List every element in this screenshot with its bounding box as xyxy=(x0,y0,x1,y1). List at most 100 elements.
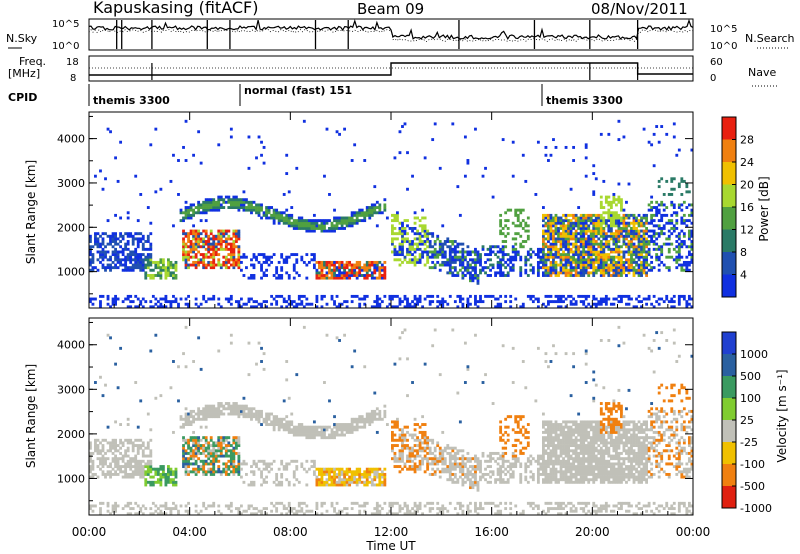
velocity-cell xyxy=(360,472,364,476)
velocity-cell xyxy=(355,420,359,424)
power-cell xyxy=(599,195,603,199)
velocity-cell xyxy=(192,430,195,434)
velocity-cell xyxy=(265,507,268,511)
velocity-cell xyxy=(182,444,185,448)
velocity-cell xyxy=(164,472,168,476)
velocity-cell xyxy=(413,465,417,469)
power-cell xyxy=(597,245,601,249)
power-cell xyxy=(209,255,213,259)
velocity-cell xyxy=(207,409,211,413)
power-cell xyxy=(207,255,211,259)
power-cell xyxy=(197,245,201,249)
power-cell xyxy=(569,274,573,277)
power-cell xyxy=(511,221,515,225)
power-cell xyxy=(602,253,606,257)
power-cell xyxy=(536,140,540,144)
power-cell xyxy=(547,159,550,162)
power-cell xyxy=(187,253,190,257)
power-cell xyxy=(214,206,218,209)
power-cell xyxy=(670,200,674,204)
power-cell xyxy=(451,242,455,246)
velocity-cell xyxy=(315,467,319,471)
power-cell xyxy=(360,297,364,301)
power-cell xyxy=(408,305,412,308)
power-cell xyxy=(617,260,621,264)
power-cell xyxy=(680,266,684,270)
power-cell xyxy=(320,219,324,223)
power-cell xyxy=(577,250,581,254)
velocity-cell xyxy=(408,467,412,471)
power-cell xyxy=(552,216,555,220)
power-cell xyxy=(330,268,334,272)
velocity-cell xyxy=(217,467,221,471)
power-cell xyxy=(401,226,404,230)
power-cell xyxy=(682,234,686,238)
power-cell xyxy=(370,305,374,308)
power-cell xyxy=(250,200,253,204)
power-cell xyxy=(406,240,409,243)
power-cell xyxy=(202,200,206,204)
power-cell xyxy=(217,240,221,243)
velocity-cell xyxy=(292,428,296,432)
power-cell xyxy=(506,274,510,277)
velocity-cell xyxy=(363,417,367,421)
power-cell xyxy=(587,260,591,264)
power-cell xyxy=(521,302,525,306)
velocity-cell xyxy=(290,412,294,416)
power-cell xyxy=(650,221,654,225)
power-cell xyxy=(594,302,598,306)
velocity-cell xyxy=(156,470,160,474)
velocity-cell xyxy=(146,412,150,416)
power-cell xyxy=(423,263,427,267)
power-cell xyxy=(652,164,656,168)
power-cell xyxy=(514,242,518,246)
power-cell xyxy=(599,253,603,257)
power-cell xyxy=(637,224,641,228)
velocity-cell xyxy=(373,417,377,421)
power-cell xyxy=(232,229,236,233)
velocity-cell xyxy=(250,512,253,515)
velocity-cell xyxy=(111,444,115,448)
velocity-cell xyxy=(202,415,206,419)
velocity-cell xyxy=(217,470,221,474)
velocity-cell xyxy=(423,436,427,440)
power-cell xyxy=(323,294,326,298)
power-cell xyxy=(662,300,666,304)
power-cell xyxy=(662,224,666,228)
velocity-cell xyxy=(421,459,425,463)
velocity-cell xyxy=(323,428,326,432)
power-cell xyxy=(604,294,608,298)
power-cell xyxy=(202,203,206,207)
power-cell xyxy=(391,297,394,301)
power-cell xyxy=(406,224,409,228)
power-cell xyxy=(594,260,598,264)
velocity-cell xyxy=(227,402,231,405)
velocity-cell xyxy=(232,436,236,440)
velocity-cell xyxy=(161,475,165,479)
velocity-cell xyxy=(323,480,326,484)
power-cell xyxy=(212,203,216,207)
power-cell xyxy=(343,300,346,304)
power-cell xyxy=(458,255,462,259)
power-cell xyxy=(104,268,107,272)
power-cell xyxy=(637,213,641,217)
power-cell xyxy=(348,216,352,220)
power-cell xyxy=(441,253,445,257)
power-cell xyxy=(189,245,193,249)
velocity-cell xyxy=(192,360,195,363)
power-cell xyxy=(514,237,518,241)
power-cell xyxy=(209,253,213,257)
power-cell xyxy=(672,135,676,139)
velocity-cell xyxy=(287,483,291,487)
power-cell xyxy=(680,221,684,225)
power-cell xyxy=(622,213,626,217)
velocity-cell xyxy=(209,407,213,411)
power-cell xyxy=(587,263,591,267)
velocity-cell xyxy=(388,509,392,513)
power-cell xyxy=(463,266,467,270)
velocity-cell xyxy=(323,470,326,474)
power-cell xyxy=(662,242,666,246)
power-cell xyxy=(446,260,450,264)
power-cell xyxy=(119,263,123,267)
power-cell xyxy=(330,229,334,233)
